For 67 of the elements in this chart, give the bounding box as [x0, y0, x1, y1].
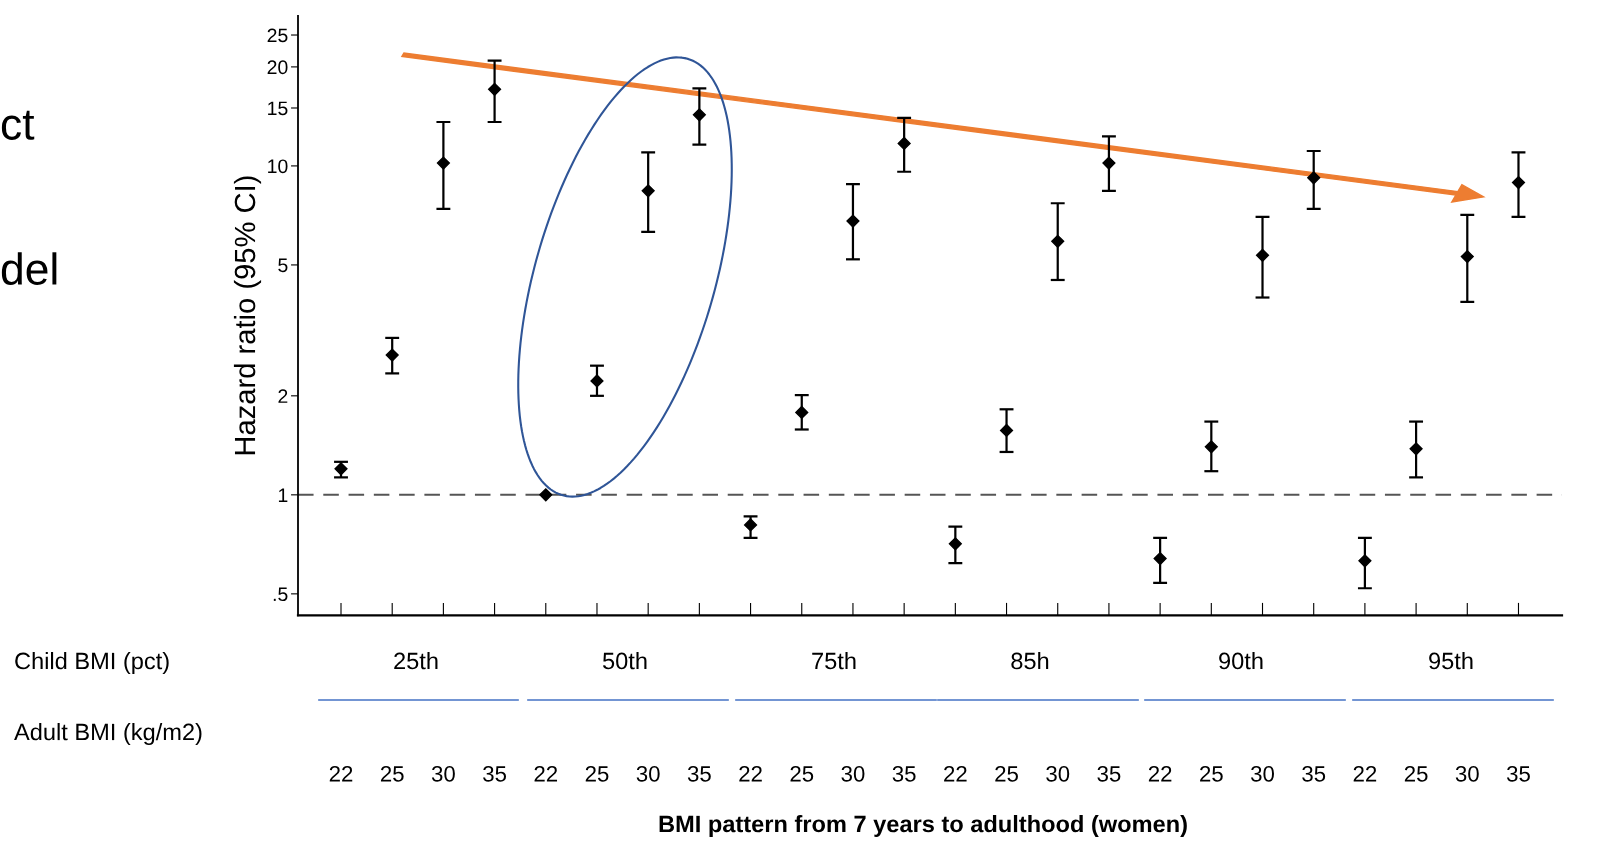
point: [1409, 442, 1423, 456]
point: [1307, 171, 1321, 185]
y-axis-title: Hazard ratio (95% CI): [233, 176, 262, 455]
x-tick-label: 30: [636, 765, 660, 782]
point: [692, 108, 706, 122]
point: [436, 156, 450, 170]
point: [1358, 554, 1372, 568]
x-tick-label: 22: [329, 765, 353, 782]
text: 85h: [1011, 651, 1049, 670]
y-tick-label: 5: [278, 258, 288, 273]
x-tick-label: 30: [1251, 765, 1274, 782]
text: Adult BMI (kg/m2): [14, 722, 202, 746]
x-tick-label: 30: [841, 765, 865, 782]
text: Child BMI (pct): [15, 651, 169, 674]
text: 90th: [1219, 651, 1263, 670]
y-tick-label: 15: [268, 101, 288, 116]
x-tick-label: 22: [739, 765, 762, 782]
x-axis-title: BMI pattern from 7 years to adulthood (women): [659, 814, 1187, 838]
x-tick-label: 25: [790, 765, 814, 782]
y-tick-label: 25: [267, 28, 288, 43]
point: [487, 82, 502, 96]
x-tick-label: 35: [483, 765, 507, 782]
x-tick-label: 22: [534, 765, 558, 782]
x-tick-label: 25: [380, 765, 404, 782]
point: [590, 374, 604, 388]
y-tick-label: 1: [278, 488, 288, 502]
y-tick-label: .5: [273, 587, 288, 602]
point: [1255, 248, 1270, 262]
x-tick-label: 35: [1097, 765, 1121, 782]
point: [1204, 440, 1218, 454]
x-tick-label: 30: [1455, 765, 1479, 782]
point: [1153, 552, 1167, 566]
x-tick-label: 22: [944, 765, 967, 782]
point: [539, 488, 553, 502]
point: [795, 405, 809, 420]
x-tick-label: 30: [431, 765, 455, 782]
point: [743, 518, 758, 532]
point: [1460, 250, 1474, 264]
y-tick-label: 20: [267, 60, 288, 75]
text: 50th: [602, 651, 647, 670]
point: [948, 537, 962, 551]
text: ct: [1, 110, 35, 140]
x-tick-label: 25: [1200, 765, 1223, 782]
point: [897, 136, 911, 151]
y-tick-label: 2: [278, 389, 288, 403]
point: [999, 423, 1014, 437]
x-tick-label: 35: [1302, 765, 1326, 782]
point: [1102, 156, 1116, 170]
point: [1051, 234, 1065, 248]
text: 25th: [394, 651, 438, 670]
point: [846, 214, 860, 228]
text: 95th: [1429, 651, 1473, 670]
x-tick-label: 25: [585, 765, 609, 782]
x-tick-label: 30: [1046, 765, 1070, 782]
text: del: [1, 252, 57, 285]
text: 75th: [812, 651, 856, 670]
x-tick-label: 35: [1506, 765, 1530, 782]
x-tick-label: 25: [995, 765, 1018, 782]
x-tick-label: 22: [1353, 765, 1377, 782]
x-tick-label: 35: [892, 765, 916, 782]
x-tick-label: 22: [1148, 765, 1172, 782]
x-tick-label: 35: [687, 765, 711, 782]
x-tick-label: 25: [1404, 765, 1428, 782]
y-tick-label: 10: [268, 159, 288, 174]
point: [641, 184, 655, 198]
point: [1511, 175, 1526, 190]
point: [385, 348, 399, 362]
